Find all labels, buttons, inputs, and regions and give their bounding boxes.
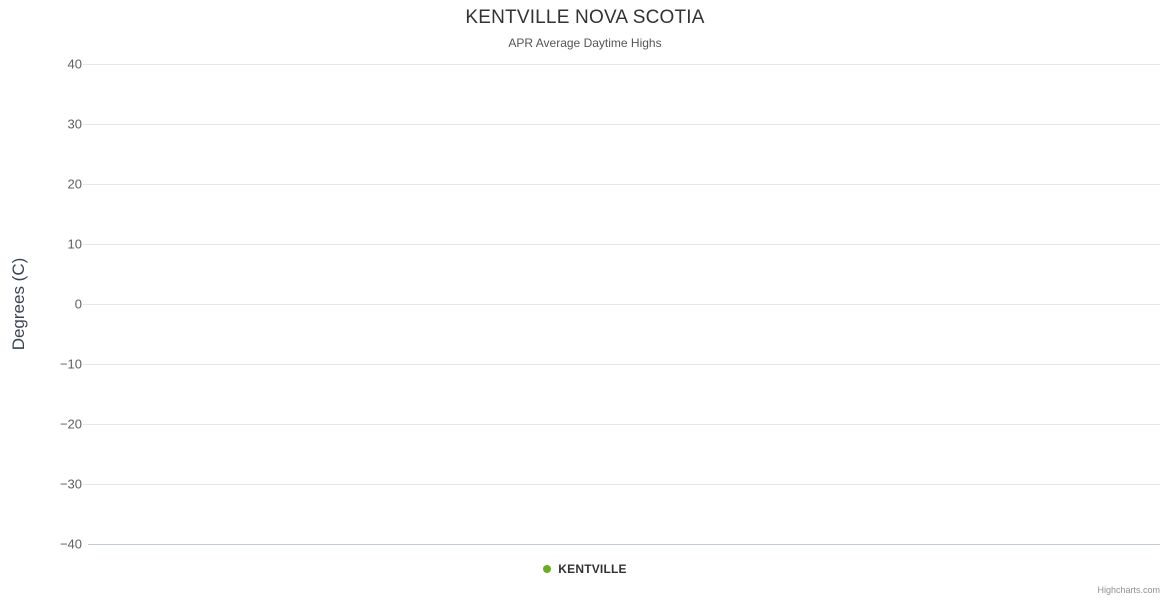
chart-subtitle: APR Average Daytime Highs	[508, 36, 662, 50]
highcharts-credits-link[interactable]: Highcharts.com	[1097, 585, 1160, 595]
y-axis-title: Degrees (C)	[9, 257, 28, 351]
chart-title: KENTVILLE NOVA SCOTIA	[465, 7, 705, 28]
x-axis-line	[88, 544, 1160, 545]
gridline-30	[88, 124, 1160, 125]
y-axis-tick-label: 0	[74, 296, 82, 312]
tickmark-neg10	[83, 364, 88, 365]
series-dot-marker	[543, 565, 552, 573]
gridline-10	[88, 244, 1160, 245]
tickmark-30	[83, 124, 88, 125]
y-axis-tick-label: −30	[59, 476, 82, 492]
chart-legend: KENTVILLE	[0, 562, 1170, 576]
tickmark-neg20	[83, 424, 88, 425]
y-axis-tick-label: 30	[67, 116, 82, 132]
tickmark-10	[83, 244, 88, 245]
y-axis-tick-label: 10	[67, 236, 82, 252]
legend-item-kentville[interactable]: KENTVILLE	[543, 562, 627, 576]
gridline-40	[88, 64, 1160, 65]
tickmark-neg30	[83, 484, 88, 485]
y-axis-tick-label: −10	[59, 356, 82, 372]
tickmark-20	[83, 184, 88, 185]
gridline-0	[88, 304, 1160, 305]
gridline-neg20	[88, 424, 1160, 425]
y-axis-tick-label: 20	[67, 176, 82, 192]
gridline-neg30	[88, 484, 1160, 485]
tickmark-0	[83, 304, 88, 305]
gridline-neg10	[88, 364, 1160, 365]
legend-item-label: KENTVILLE	[558, 562, 627, 576]
series-kentville	[88, 64, 1160, 544]
y-axis-tick-label: −40	[59, 536, 82, 552]
y-axis-tick-label: −20	[59, 416, 82, 432]
gridline-20	[88, 184, 1160, 185]
tickmark-40	[83, 64, 88, 65]
plot-area	[83, 64, 1160, 545]
y-axis-tick-label: 40	[67, 56, 82, 72]
